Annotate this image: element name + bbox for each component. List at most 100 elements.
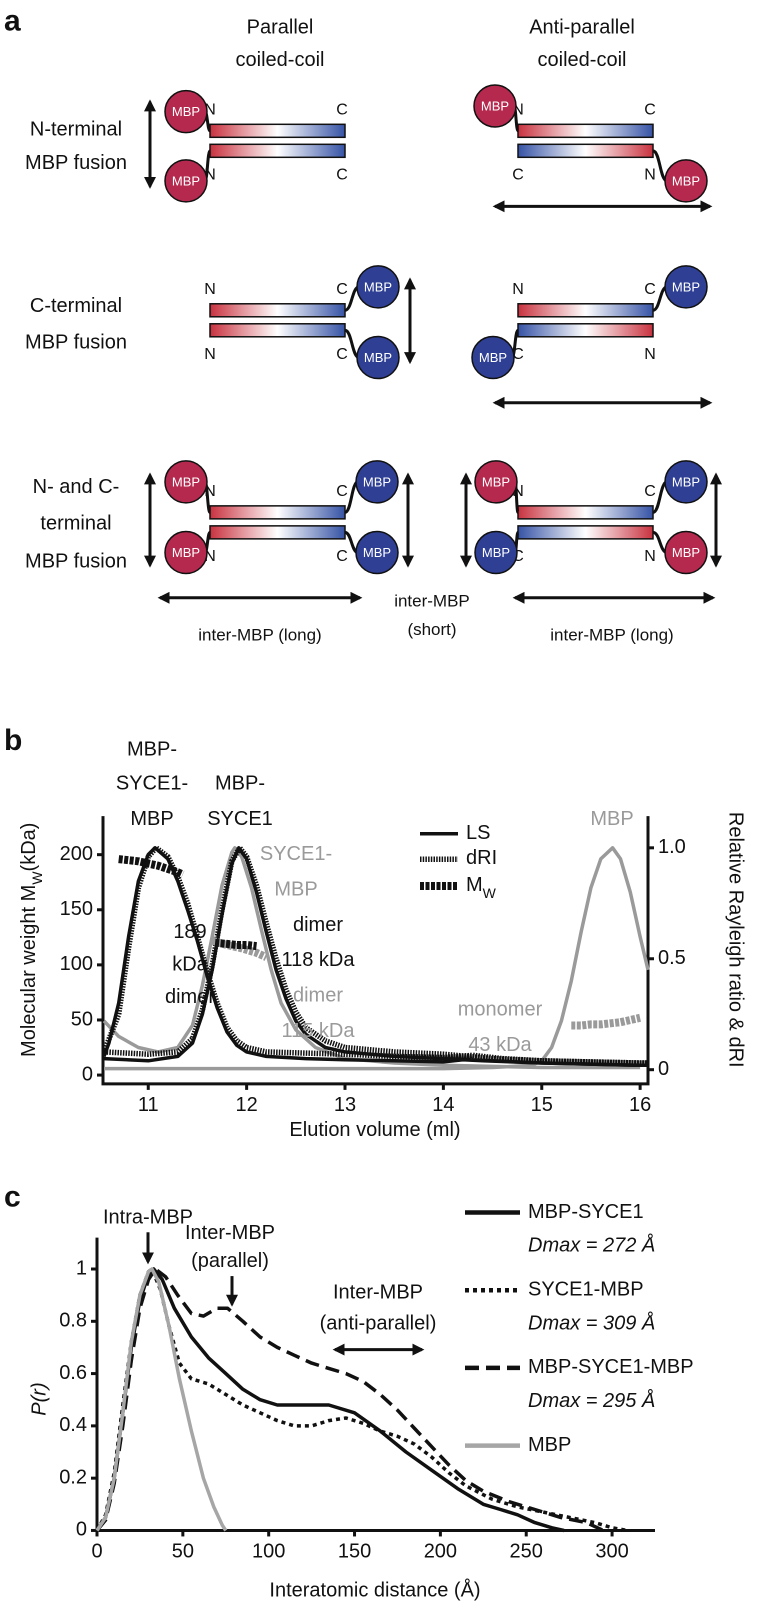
distance-label: inter-MBP (long) — [198, 625, 321, 644]
annotation: Intra-MBP — [103, 1206, 193, 1228]
legend-label: SYCE1-MBP — [528, 1278, 644, 1300]
legend-label-part: W — [483, 885, 497, 901]
y-axis-label-part: Molecular weight M — [18, 885, 40, 1057]
y2-tick-label: 0.5 — [658, 947, 686, 969]
mbp-domain — [356, 265, 400, 309]
helix-bar — [517, 143, 654, 159]
mbp-label: MBP — [672, 545, 700, 560]
annotation: (parallel) — [191, 1250, 269, 1272]
row-label: N-terminal — [30, 118, 122, 140]
annotation: MBP — [130, 808, 173, 830]
mbp-domain — [355, 460, 399, 504]
terminus-label: N — [644, 548, 656, 565]
helix-bar — [209, 505, 346, 520]
mbp-label: MBP — [481, 98, 509, 113]
y-tick-label: 200 — [60, 843, 93, 865]
helix-bar — [517, 525, 654, 540]
mbp-label: MBP — [364, 279, 392, 294]
annotation: Inter-MBP — [333, 1281, 423, 1303]
column-header: coiled-coil — [236, 49, 325, 71]
mbp-domain — [164, 159, 208, 203]
row-label: terminal — [40, 513, 111, 535]
annotation: 115 kDa — [281, 1020, 355, 1042]
y2-axis-label: Relative Rayleigh ratio & dRI — [725, 812, 747, 1068]
annotation: 189 — [173, 921, 206, 943]
y-tick-label: 50 — [71, 1008, 93, 1030]
terminus-label: N — [204, 548, 216, 565]
mbp-label: MBP — [172, 173, 200, 188]
data-line — [118, 855, 185, 879]
terminus-label: N — [512, 281, 524, 298]
mbp-label: MBP — [172, 545, 200, 560]
terminus-label: N — [512, 102, 524, 119]
mbp-domain — [474, 460, 518, 504]
annotation: SYCE1- — [260, 843, 332, 865]
row-label: N- and C- — [33, 476, 120, 498]
legend-dmax: Dmax = 295 Å — [528, 1389, 655, 1412]
x-tick-label: 12 — [236, 1094, 258, 1116]
panel-label: c — [4, 1180, 21, 1213]
mbp-label: MBP — [363, 545, 391, 560]
x-axis-label: Elution volume (ml) — [289, 1119, 460, 1141]
panel-label: b — [4, 724, 22, 757]
column-header: Anti-parallel — [529, 17, 635, 39]
data-line — [211, 936, 268, 961]
mbp-label: MBP — [482, 474, 510, 489]
terminus-label: N — [204, 483, 216, 500]
y2-tick-label: 1.0 — [658, 836, 686, 858]
terminus-label: C — [336, 346, 348, 363]
y-tick-label: 0.4 — [59, 1414, 87, 1436]
terminus-label: C — [512, 167, 524, 184]
helix-bar — [209, 303, 346, 318]
terminus-label: C — [336, 167, 348, 184]
y-axis-label-part: W — [29, 871, 45, 885]
legend-label-part: LS — [466, 822, 490, 844]
mbp-domain — [664, 265, 708, 309]
terminus-label: N — [204, 102, 216, 119]
terminus-label: C — [336, 102, 348, 119]
terminus-label: C — [644, 281, 656, 298]
x-tick-label: 13 — [334, 1094, 356, 1116]
column-header: Parallel — [247, 17, 314, 39]
mbp-domain — [355, 530, 399, 575]
terminus-label: C — [336, 548, 348, 565]
terminus-label: C — [336, 483, 348, 500]
mbp-label: MBP — [172, 474, 200, 489]
helix-bar — [517, 323, 654, 338]
distance-label: inter-MBP — [394, 591, 470, 610]
helix-bar — [517, 303, 654, 318]
annotation: SYCE1 — [207, 808, 273, 830]
annotation: MBP- — [127, 739, 177, 761]
annotation: Inter-MBP — [185, 1222, 275, 1244]
data-line — [571, 1013, 641, 1030]
x-axis-label: Interatomic distance (Å) — [269, 1578, 480, 1601]
y-tick-label: 0 — [76, 1519, 87, 1541]
y-tick-label: 0.2 — [59, 1466, 87, 1488]
mbp-label: MBP — [482, 545, 510, 560]
data-line — [95, 1267, 605, 1533]
mbp-domain — [164, 530, 208, 575]
annotation: MBP — [274, 879, 317, 901]
y-axis-label-part: (kDa) — [18, 823, 40, 872]
mbp-domain — [471, 335, 515, 380]
y-tick-label: 0 — [82, 1063, 93, 1085]
helix-bar — [209, 143, 346, 159]
x-tick-label: 14 — [432, 1094, 454, 1116]
annotation: dimer — [293, 914, 343, 936]
mbp-domain — [664, 530, 708, 575]
annotation: dimer — [165, 986, 215, 1008]
annotation: 43 kDa — [468, 1034, 532, 1056]
y-tick-label: 150 — [60, 898, 93, 920]
legend-label: MW — [466, 874, 497, 900]
terminus-label: N — [204, 167, 216, 184]
data-line — [103, 845, 648, 1066]
mbp-label: MBP — [364, 350, 392, 365]
y-tick-label: 0.6 — [59, 1362, 87, 1384]
mbp-domain — [664, 460, 708, 504]
mbp-domain — [164, 89, 208, 134]
terminus-label: N — [204, 346, 216, 363]
row-label: C-terminal — [30, 295, 122, 317]
legend-label-part: M — [466, 874, 483, 896]
